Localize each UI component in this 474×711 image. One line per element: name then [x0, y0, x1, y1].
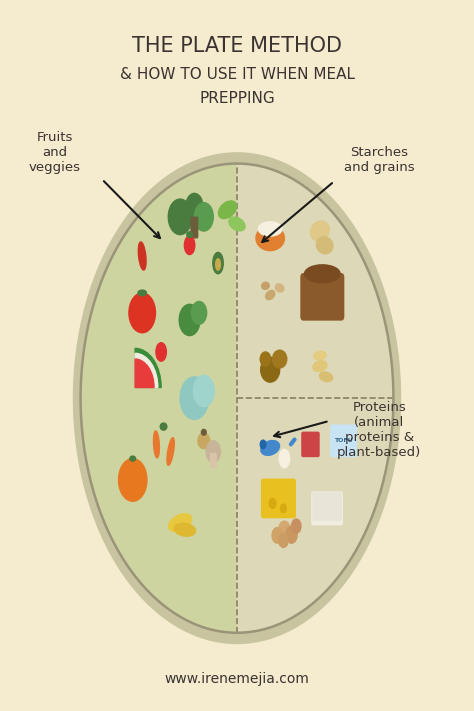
Text: TOFU: TOFU	[334, 438, 353, 444]
Circle shape	[186, 193, 203, 219]
Wedge shape	[135, 348, 161, 387]
Wedge shape	[237, 164, 393, 398]
FancyBboxPatch shape	[262, 479, 295, 518]
Ellipse shape	[174, 523, 195, 536]
FancyBboxPatch shape	[191, 218, 198, 237]
Ellipse shape	[138, 242, 146, 270]
Wedge shape	[135, 353, 158, 387]
Ellipse shape	[319, 372, 333, 382]
Ellipse shape	[310, 221, 329, 241]
Wedge shape	[237, 398, 393, 633]
Ellipse shape	[169, 514, 191, 531]
Circle shape	[129, 293, 155, 333]
Circle shape	[118, 459, 147, 501]
Text: & HOW TO USE IT WHEN MEAL: & HOW TO USE IT WHEN MEAL	[119, 67, 355, 82]
Ellipse shape	[314, 351, 326, 360]
Ellipse shape	[317, 237, 333, 254]
Circle shape	[180, 377, 209, 419]
FancyBboxPatch shape	[313, 492, 341, 520]
Ellipse shape	[275, 284, 284, 292]
Circle shape	[193, 375, 214, 407]
Ellipse shape	[261, 441, 280, 455]
Ellipse shape	[160, 423, 167, 430]
Text: THE PLATE METHOD: THE PLATE METHOD	[132, 36, 342, 56]
Ellipse shape	[184, 236, 195, 255]
Circle shape	[206, 441, 220, 462]
Ellipse shape	[262, 282, 269, 289]
Ellipse shape	[260, 352, 271, 366]
Circle shape	[281, 504, 286, 513]
Ellipse shape	[258, 222, 282, 236]
Circle shape	[179, 304, 200, 336]
Circle shape	[279, 521, 290, 538]
Ellipse shape	[213, 252, 223, 274]
Ellipse shape	[130, 456, 136, 461]
Text: www.irenemejia.com: www.irenemejia.com	[164, 672, 310, 686]
Circle shape	[194, 203, 213, 231]
Circle shape	[191, 301, 207, 324]
Wedge shape	[135, 359, 154, 387]
Ellipse shape	[261, 358, 280, 383]
Ellipse shape	[279, 449, 290, 468]
Ellipse shape	[265, 290, 275, 300]
FancyBboxPatch shape	[331, 425, 356, 456]
Ellipse shape	[154, 431, 159, 458]
Ellipse shape	[187, 232, 192, 237]
Text: Proteins
(animal
proteins &
plant-based): Proteins (animal proteins & plant-based)	[337, 401, 421, 459]
Ellipse shape	[138, 290, 146, 296]
Text: Starches
and grains: Starches and grains	[344, 146, 414, 174]
Ellipse shape	[167, 438, 174, 465]
Ellipse shape	[201, 429, 206, 435]
Circle shape	[272, 528, 283, 543]
Ellipse shape	[256, 226, 284, 251]
Ellipse shape	[198, 433, 210, 449]
Circle shape	[168, 199, 192, 235]
Text: PREPPING: PREPPING	[199, 90, 275, 106]
Ellipse shape	[313, 360, 327, 372]
Ellipse shape	[273, 351, 287, 368]
Circle shape	[269, 498, 276, 508]
FancyBboxPatch shape	[301, 274, 344, 320]
Circle shape	[292, 519, 301, 533]
FancyArrowPatch shape	[291, 439, 294, 444]
Circle shape	[81, 164, 393, 633]
Ellipse shape	[229, 217, 245, 231]
Text: Fruits
and
veggies: Fruits and veggies	[28, 132, 81, 174]
Ellipse shape	[304, 265, 340, 282]
Ellipse shape	[219, 201, 237, 218]
Ellipse shape	[156, 343, 166, 361]
Ellipse shape	[216, 259, 220, 270]
Circle shape	[279, 533, 288, 547]
FancyBboxPatch shape	[210, 454, 216, 468]
FancyBboxPatch shape	[312, 492, 342, 525]
Circle shape	[73, 153, 401, 643]
FancyBboxPatch shape	[302, 432, 319, 456]
Wedge shape	[81, 164, 237, 633]
Circle shape	[286, 526, 297, 543]
Circle shape	[260, 440, 266, 449]
